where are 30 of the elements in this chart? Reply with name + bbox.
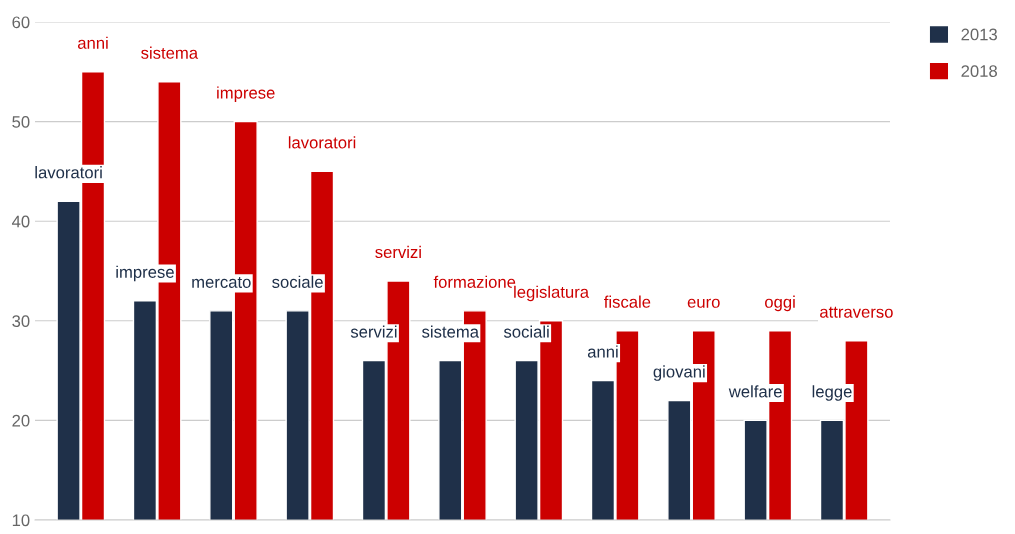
data-label: fiscale [604, 295, 651, 308]
data-label: imprese [116, 265, 174, 282]
data-label: servizi [350, 325, 397, 338]
y-tick-label: 30 [12, 315, 30, 327]
y-tick-label: 60 [12, 16, 30, 29]
y-tick-label: 10 [12, 514, 30, 527]
y-tick-label: 50 [12, 116, 30, 128]
data-label: euro [687, 298, 720, 308]
data-label: anni [77, 36, 108, 49]
data-label: welfare [728, 385, 782, 398]
y-tick-label: 20 [12, 414, 30, 427]
data-label: giovani [653, 365, 705, 381]
data-label: anni [587, 345, 618, 358]
data-label: lavoratori [288, 136, 356, 149]
data-label: mercato [192, 276, 251, 288]
data-label: legislatura [514, 285, 590, 302]
data-label: oggi [765, 295, 795, 312]
data-label: sociali [503, 325, 549, 338]
data-label: sistema [422, 325, 479, 338]
data-label: servizi [375, 245, 421, 259]
legend-label: 2013 [961, 28, 997, 41]
data-label: sistema [141, 46, 199, 59]
data-label: sociale [272, 275, 323, 288]
data-label: formazione [433, 275, 516, 288]
data-label: lavoratori [35, 166, 102, 179]
data-label: imprese [217, 86, 275, 102]
legend-label: 2018 [961, 65, 997, 77]
data-label: attraverso [820, 306, 893, 318]
y-tick-label: 40 [11, 215, 30, 228]
data-label: legge [812, 385, 852, 401]
